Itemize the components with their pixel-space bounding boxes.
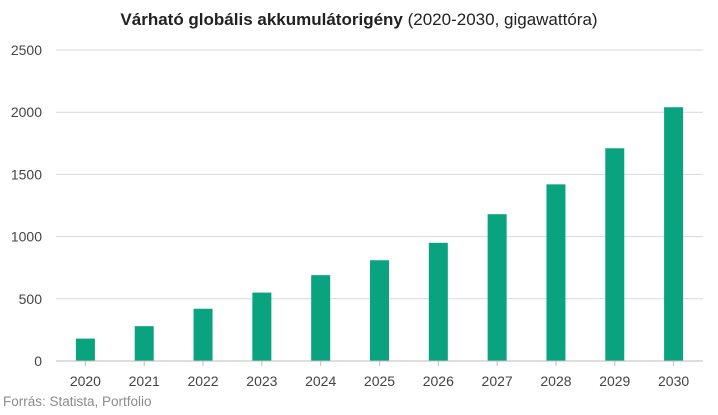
- x-tick-label: 2022: [187, 373, 218, 389]
- bar-2027: [487, 214, 507, 361]
- bar-2026: [428, 242, 448, 361]
- bar-chart: 0 500 1000 1500 2000 2500 2020 2021 2022 2023 2024…: [11, 42, 703, 389]
- y-tick-label: 2000: [11, 104, 42, 120]
- bar-2029: [605, 148, 625, 361]
- y-tick-label: 1000: [11, 229, 42, 245]
- bar-2020: [75, 338, 95, 361]
- x-tick-label: 2024: [305, 373, 336, 389]
- x-tick-label: 2021: [129, 373, 160, 389]
- x-tick-label: 2027: [482, 373, 513, 389]
- bar-2021: [134, 326, 154, 361]
- source-note: Forrás: Statista, Portfolio: [3, 394, 152, 409]
- x-tick-label: 2025: [364, 373, 395, 389]
- chart-title-main: Várható globális akkumulátorigény: [120, 10, 403, 29]
- y-tick-label: 1500: [11, 166, 42, 182]
- y-tick-label: 2500: [11, 42, 42, 58]
- axes: 0 500 1000 1500 2000 2500 2020 2021 2022 2023 2024…: [11, 42, 703, 389]
- bar-2028: [546, 184, 566, 361]
- bars: [75, 107, 684, 361]
- x-tick-label: 2028: [540, 373, 571, 389]
- x-tick-label: 2023: [246, 373, 277, 389]
- y-tick-label: 0: [34, 353, 42, 369]
- x-tick-label: 2030: [658, 373, 689, 389]
- bar-2030: [664, 107, 684, 361]
- bar-2023: [252, 292, 272, 361]
- chart-title-unit: (2020-2030, gigawattóra): [407, 10, 598, 29]
- bar-2022: [193, 308, 213, 361]
- x-tick-label: 2029: [599, 373, 630, 389]
- bar-2025: [370, 260, 389, 361]
- x-tick-label: 2020: [70, 373, 101, 389]
- chart-title: Várható globális akkumulátorigény (2020-…: [0, 9, 718, 31]
- y-tick-label: 500: [19, 291, 43, 307]
- bar-2024: [311, 275, 331, 361]
- x-tick-label: 2026: [423, 373, 454, 389]
